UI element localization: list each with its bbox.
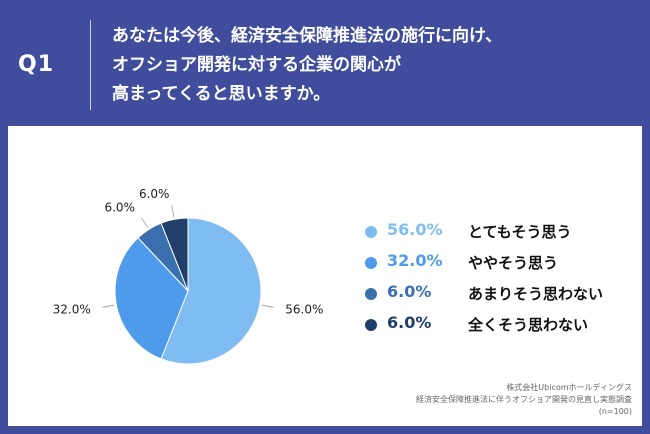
footer-company: 株式会社Ubicomホールディングス bbox=[506, 383, 632, 392]
question-line-1: あなたは今後、経済安全保障推進法の施行に向け、 bbox=[112, 26, 503, 46]
leader-line-1 bbox=[261, 304, 274, 308]
legend-pct-4: 6.0% bbox=[387, 313, 432, 332]
legend-dot-4 bbox=[365, 319, 377, 331]
pie-chart: 56.0% 32.0% 6.0% 6.0% bbox=[53, 187, 323, 365]
legend-label-4: 全くそう思わない bbox=[468, 316, 589, 334]
legend-pct-3: 6.0% bbox=[387, 282, 432, 301]
slice-label-4: 6.0% bbox=[139, 187, 170, 201]
question-line-2: オフショア開発に対する企業の関心が bbox=[112, 55, 401, 75]
slice-label-1: 56.0% bbox=[285, 303, 323, 317]
legend-dot-1 bbox=[365, 226, 377, 238]
legend-pct-1: 56.0% bbox=[387, 220, 443, 239]
header-divider bbox=[90, 20, 91, 110]
legend-label-2: ややそう思う bbox=[468, 254, 559, 272]
leader-line-4 bbox=[171, 205, 175, 218]
legend-label-3: あまりそう思わない bbox=[468, 285, 604, 303]
pie-slice-1 bbox=[160, 217, 262, 365]
question-header: Q1 あなたは今後、経済安全保障推進法の施行に向け、 オフショア開発に対する企業… bbox=[0, 0, 650, 126]
question-line-3: 高まってくると思いますか。 bbox=[112, 84, 331, 104]
leader-line-3 bbox=[141, 217, 149, 228]
legend-dot-2 bbox=[365, 257, 377, 269]
legend-dot-3 bbox=[365, 288, 377, 300]
source-footer: 株式会社Ubicomホールディングス 経済安全保障推進法に伴うオフショア開発の見… bbox=[332, 382, 632, 418]
legend-pct-2: 32.0% bbox=[387, 251, 443, 270]
slice-label-3: 6.0% bbox=[104, 200, 135, 214]
question-text: あなたは今後、経済安全保障推進法の施行に向け、 オフショア開発に対する企業の関心… bbox=[112, 22, 632, 109]
pie-slice-4 bbox=[160, 217, 189, 292]
footer-survey: 経済安全保障推進法に伴うオフショア開発の見直し実態調査 bbox=[416, 395, 632, 404]
question-number: Q1 bbox=[18, 52, 55, 77]
chart-panel: 56.0% 32.0% 6.0% 6.0% 56.0% とてもそう思う 32.0% や… bbox=[8, 126, 642, 426]
footer-sample: (n=100) bbox=[598, 407, 632, 416]
legend-label-1: とてもそう思う bbox=[468, 223, 572, 241]
pie-slice-2 bbox=[114, 237, 189, 360]
leader-line-2 bbox=[102, 304, 115, 308]
slice-label-2: 32.0% bbox=[53, 303, 91, 317]
